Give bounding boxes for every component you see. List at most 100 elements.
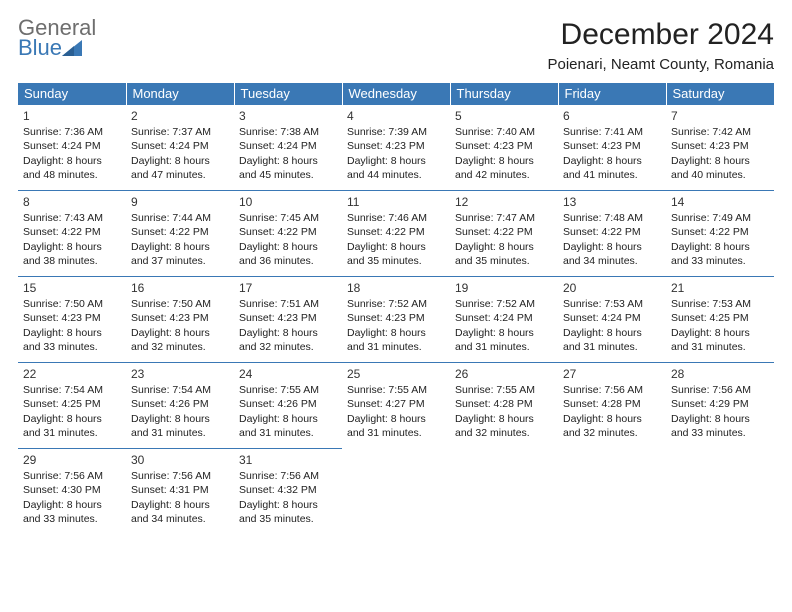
daylight-text: Daylight: 8 hours — [671, 326, 769, 340]
daylight-text: and 31 minutes. — [671, 340, 769, 354]
sunrise-text: Sunrise: 7:56 AM — [563, 383, 661, 397]
daylight-text: and 33 minutes. — [23, 340, 121, 354]
sunrise-text: Sunrise: 7:56 AM — [239, 469, 337, 483]
daylight-text: Daylight: 8 hours — [23, 154, 121, 168]
sunrise-text: Sunrise: 7:40 AM — [455, 125, 553, 139]
calendar-day-cell — [666, 449, 774, 535]
day-number: 20 — [563, 280, 661, 296]
sunrise-text: Sunrise: 7:47 AM — [455, 211, 553, 225]
daylight-text: Daylight: 8 hours — [131, 498, 229, 512]
calendar-day-cell: 9Sunrise: 7:44 AMSunset: 4:22 PMDaylight… — [126, 191, 234, 277]
calendar-day-cell: 24Sunrise: 7:55 AMSunset: 4:26 PMDayligh… — [234, 363, 342, 449]
daylight-text: Daylight: 8 hours — [563, 154, 661, 168]
sunset-text: Sunset: 4:28 PM — [563, 397, 661, 411]
weekday-header: Thursday — [450, 83, 558, 105]
daylight-text: and 31 minutes. — [131, 426, 229, 440]
daylight-text: and 31 minutes. — [347, 340, 445, 354]
calendar-week-row: 8Sunrise: 7:43 AMSunset: 4:22 PMDaylight… — [18, 191, 774, 277]
sunrise-text: Sunrise: 7:37 AM — [131, 125, 229, 139]
sunset-text: Sunset: 4:23 PM — [671, 139, 769, 153]
sunrise-text: Sunrise: 7:52 AM — [347, 297, 445, 311]
calendar-day-cell: 11Sunrise: 7:46 AMSunset: 4:22 PMDayligh… — [342, 191, 450, 277]
daylight-text: and 42 minutes. — [455, 168, 553, 182]
calendar-day-cell — [558, 449, 666, 535]
day-number: 10 — [239, 194, 337, 210]
sunrise-text: Sunrise: 7:39 AM — [347, 125, 445, 139]
daylight-text: and 31 minutes. — [347, 426, 445, 440]
calendar-day-cell: 27Sunrise: 7:56 AMSunset: 4:28 PMDayligh… — [558, 363, 666, 449]
daylight-text: and 33 minutes. — [671, 254, 769, 268]
sunset-text: Sunset: 4:32 PM — [239, 483, 337, 497]
calendar-day-cell: 21Sunrise: 7:53 AMSunset: 4:25 PMDayligh… — [666, 277, 774, 363]
calendar-day-cell — [342, 449, 450, 535]
daylight-text: Daylight: 8 hours — [23, 412, 121, 426]
calendar-day-cell: 19Sunrise: 7:52 AMSunset: 4:24 PMDayligh… — [450, 277, 558, 363]
calendar-day-cell — [450, 449, 558, 535]
sunset-text: Sunset: 4:23 PM — [347, 139, 445, 153]
sunrise-text: Sunrise: 7:38 AM — [239, 125, 337, 139]
day-number: 6 — [563, 108, 661, 124]
sunset-text: Sunset: 4:22 PM — [23, 225, 121, 239]
calendar-day-cell: 20Sunrise: 7:53 AMSunset: 4:24 PMDayligh… — [558, 277, 666, 363]
daylight-text: Daylight: 8 hours — [239, 240, 337, 254]
weekday-header: Saturday — [666, 83, 774, 105]
weekday-header: Friday — [558, 83, 666, 105]
day-number: 23 — [131, 366, 229, 382]
daylight-text: and 35 minutes. — [239, 512, 337, 526]
daylight-text: Daylight: 8 hours — [239, 412, 337, 426]
daylight-text: and 35 minutes. — [347, 254, 445, 268]
day-number: 31 — [239, 452, 337, 468]
day-number: 15 — [23, 280, 121, 296]
sunrise-text: Sunrise: 7:44 AM — [131, 211, 229, 225]
sunset-text: Sunset: 4:23 PM — [347, 311, 445, 325]
sunset-text: Sunset: 4:23 PM — [455, 139, 553, 153]
daylight-text: Daylight: 8 hours — [23, 326, 121, 340]
calendar-day-cell: 13Sunrise: 7:48 AMSunset: 4:22 PMDayligh… — [558, 191, 666, 277]
sunset-text: Sunset: 4:26 PM — [131, 397, 229, 411]
daylight-text: Daylight: 8 hours — [239, 498, 337, 512]
day-number: 19 — [455, 280, 553, 296]
sunset-text: Sunset: 4:22 PM — [239, 225, 337, 239]
daylight-text: Daylight: 8 hours — [671, 240, 769, 254]
calendar-day-cell: 2Sunrise: 7:37 AMSunset: 4:24 PMDaylight… — [126, 105, 234, 191]
calendar-day-cell: 1Sunrise: 7:36 AMSunset: 4:24 PMDaylight… — [18, 105, 126, 191]
sunset-text: Sunset: 4:29 PM — [671, 397, 769, 411]
sunset-text: Sunset: 4:24 PM — [239, 139, 337, 153]
sunrise-text: Sunrise: 7:45 AM — [239, 211, 337, 225]
sunset-text: Sunset: 4:23 PM — [131, 311, 229, 325]
sunrise-text: Sunrise: 7:41 AM — [563, 125, 661, 139]
daylight-text: and 35 minutes. — [455, 254, 553, 268]
daylight-text: and 48 minutes. — [23, 168, 121, 182]
sunset-text: Sunset: 4:22 PM — [563, 225, 661, 239]
daylight-text: Daylight: 8 hours — [347, 412, 445, 426]
calendar-day-cell: 17Sunrise: 7:51 AMSunset: 4:23 PMDayligh… — [234, 277, 342, 363]
logo-text-blue: Blue — [18, 38, 62, 58]
daylight-text: and 32 minutes. — [455, 426, 553, 440]
day-number: 7 — [671, 108, 769, 124]
daylight-text: Daylight: 8 hours — [131, 412, 229, 426]
calendar-day-cell: 14Sunrise: 7:49 AMSunset: 4:22 PMDayligh… — [666, 191, 774, 277]
daylight-text: Daylight: 8 hours — [455, 240, 553, 254]
daylight-text: Daylight: 8 hours — [131, 240, 229, 254]
calendar-day-cell: 22Sunrise: 7:54 AMSunset: 4:25 PMDayligh… — [18, 363, 126, 449]
day-number: 24 — [239, 366, 337, 382]
daylight-text: Daylight: 8 hours — [347, 326, 445, 340]
sunset-text: Sunset: 4:23 PM — [239, 311, 337, 325]
daylight-text: and 34 minutes. — [131, 512, 229, 526]
sunset-text: Sunset: 4:30 PM — [23, 483, 121, 497]
daylight-text: Daylight: 8 hours — [563, 240, 661, 254]
calendar-day-cell: 25Sunrise: 7:55 AMSunset: 4:27 PMDayligh… — [342, 363, 450, 449]
sunrise-text: Sunrise: 7:53 AM — [671, 297, 769, 311]
daylight-text: and 31 minutes. — [239, 426, 337, 440]
daylight-text: Daylight: 8 hours — [455, 326, 553, 340]
day-number: 2 — [131, 108, 229, 124]
daylight-text: and 45 minutes. — [239, 168, 337, 182]
daylight-text: Daylight: 8 hours — [563, 326, 661, 340]
day-number: 26 — [455, 366, 553, 382]
sunset-text: Sunset: 4:22 PM — [455, 225, 553, 239]
calendar-day-cell: 4Sunrise: 7:39 AMSunset: 4:23 PMDaylight… — [342, 105, 450, 191]
sunrise-text: Sunrise: 7:55 AM — [239, 383, 337, 397]
calendar-day-cell: 23Sunrise: 7:54 AMSunset: 4:26 PMDayligh… — [126, 363, 234, 449]
daylight-text: and 40 minutes. — [671, 168, 769, 182]
day-number: 22 — [23, 366, 121, 382]
